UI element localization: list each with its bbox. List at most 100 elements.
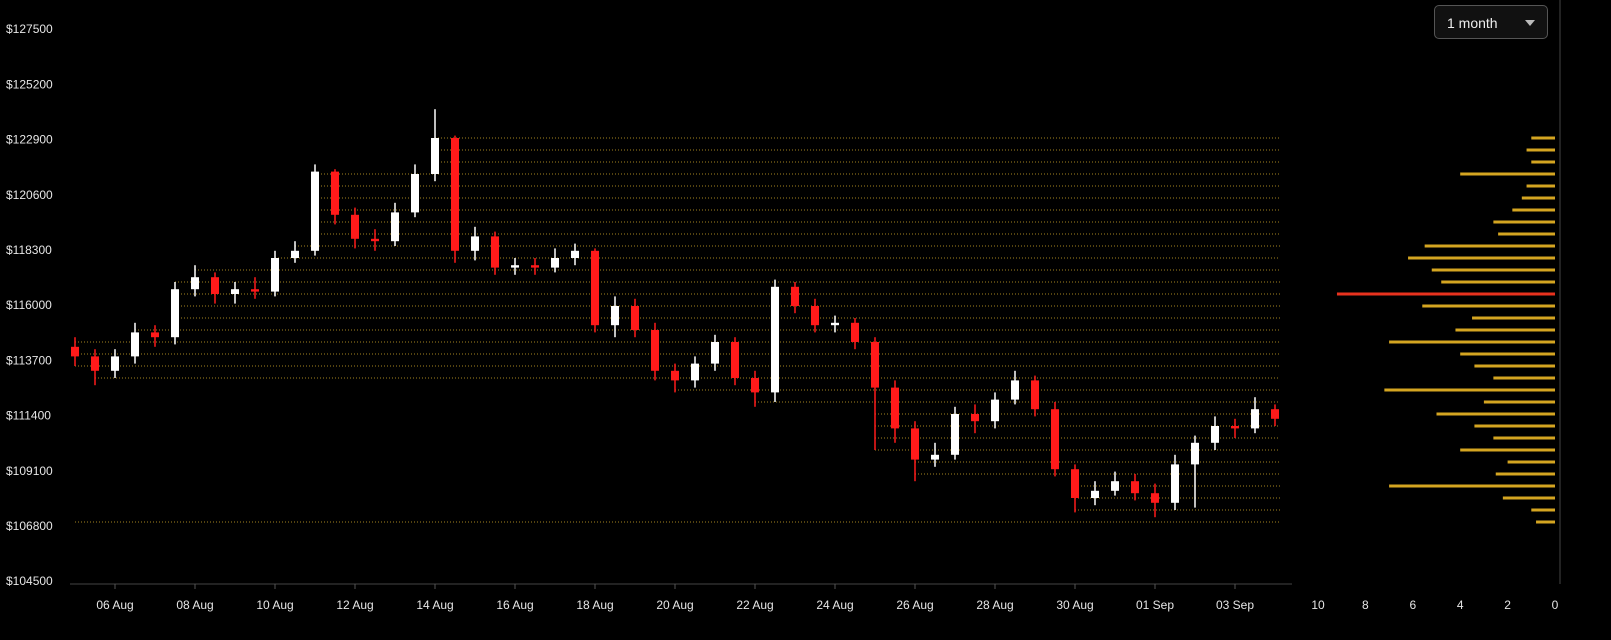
profile-tick-label: 8 <box>1362 598 1369 612</box>
profile-bar <box>1493 376 1555 380</box>
candle-body <box>1071 469 1079 498</box>
candle-body <box>651 330 659 371</box>
candle-body <box>671 370 679 381</box>
candle-body <box>691 363 699 381</box>
x-tick-label: 28 Aug <box>976 598 1013 612</box>
candle-body <box>771 286 779 393</box>
candle-body <box>151 332 159 338</box>
profile-bar <box>1389 340 1555 344</box>
x-tick-label: 16 Aug <box>496 598 533 612</box>
candle-body <box>1151 493 1159 503</box>
candle-body <box>1251 409 1259 429</box>
candle-body <box>171 289 179 338</box>
candle-body <box>1011 380 1019 400</box>
candle-body <box>231 289 239 294</box>
candle-body <box>811 306 819 326</box>
candle-body <box>271 258 279 292</box>
candle-body <box>1191 442 1199 465</box>
x-tick-label: 18 Aug <box>576 598 613 612</box>
profile-bar <box>1493 220 1555 224</box>
profile-bar <box>1441 280 1555 284</box>
candle-body <box>391 212 399 242</box>
x-tick-label: 14 Aug <box>416 598 453 612</box>
y-tick-label: $116000 <box>6 298 52 312</box>
candle-body <box>431 138 439 174</box>
profile-bar <box>1531 508 1555 512</box>
profile-tick-label: 4 <box>1457 598 1464 612</box>
candle-body <box>791 286 799 306</box>
profile-bar <box>1384 388 1555 392</box>
y-tick-label: $109100 <box>6 464 53 478</box>
x-tick-label: 30 Aug <box>1056 598 1093 612</box>
candle-body <box>611 306 619 326</box>
profile-tick-label: 6 <box>1409 598 1416 612</box>
candle-body <box>991 399 999 422</box>
profile-bar <box>1512 208 1555 212</box>
candle-body <box>511 265 519 268</box>
y-tick-label: $122900 <box>6 133 53 147</box>
candle-body <box>951 414 959 455</box>
candle-body <box>1111 481 1119 491</box>
y-tick-label: $111400 <box>6 409 51 423</box>
profile-bar <box>1336 292 1555 296</box>
candle-body <box>1211 426 1219 443</box>
profile-bar <box>1474 424 1555 428</box>
candle-body <box>71 346 79 357</box>
y-tick-label: $104500 <box>6 574 53 588</box>
level-lines <box>75 137 1280 523</box>
profile-bar <box>1536 520 1555 524</box>
candle-body <box>871 342 879 388</box>
profile-bar <box>1526 184 1555 188</box>
candle-body <box>131 332 139 357</box>
profile-bar <box>1531 160 1555 164</box>
candle-body <box>1171 464 1179 503</box>
x-tick-label: 08 Aug <box>176 598 213 612</box>
candle-body <box>411 174 419 213</box>
candle-body <box>571 250 579 258</box>
candle-body <box>491 236 499 268</box>
x-tick-label: 10 Aug <box>256 598 293 612</box>
candle-body <box>1231 426 1239 429</box>
profile-bar <box>1507 460 1555 464</box>
candle-body <box>1271 409 1279 419</box>
candle-body <box>291 250 299 258</box>
y-tick-label: $118300 <box>6 243 52 257</box>
profile-bar <box>1460 448 1555 452</box>
profile-bar <box>1455 328 1555 332</box>
profile-bar <box>1526 148 1555 152</box>
profile-bar <box>1424 244 1555 248</box>
candle-body <box>971 414 979 422</box>
candle-body <box>531 265 539 268</box>
profile-bar <box>1498 232 1555 236</box>
profile-bar <box>1460 352 1555 356</box>
range-dropdown[interactable]: 1 month <box>1434 5 1548 39</box>
candle-body <box>251 289 259 292</box>
x-tick-label: 03 Sep <box>1216 598 1254 612</box>
x-tick-label: 12 Aug <box>336 598 373 612</box>
profile-bar <box>1389 484 1555 488</box>
profile-bar <box>1474 364 1555 368</box>
profile-tick-label: 2 <box>1504 598 1511 612</box>
x-tick-label: 24 Aug <box>816 598 853 612</box>
profile-bar <box>1431 268 1555 272</box>
x-tick-label: 20 Aug <box>656 598 693 612</box>
profile-bar <box>1483 400 1555 404</box>
profile-bar <box>1408 256 1555 260</box>
y-tick-label: $106800 <box>6 519 53 533</box>
dropdown-arrow <box>1525 20 1535 26</box>
candle-body <box>1051 409 1059 470</box>
candle-body <box>711 342 719 364</box>
candle-body <box>111 356 119 371</box>
profile-bar <box>1531 136 1555 140</box>
y-tick-label: $127500 <box>6 22 53 36</box>
candle-body <box>591 250 599 326</box>
candle-body <box>311 171 319 251</box>
candle-body <box>1091 490 1099 498</box>
range-label: 1 month <box>1447 15 1498 31</box>
profile-bar <box>1502 496 1555 500</box>
candle-body <box>191 277 199 290</box>
candle-body <box>1031 380 1039 410</box>
candle-body <box>471 236 479 251</box>
